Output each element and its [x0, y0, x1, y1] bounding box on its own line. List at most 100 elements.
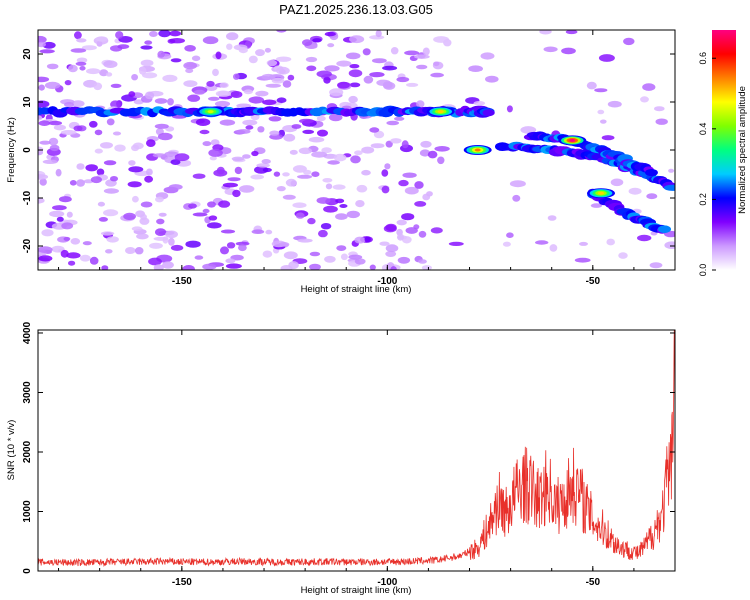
- x-tick-label: -100: [377, 577, 397, 588]
- heatmap-cell: [231, 156, 245, 161]
- heatmap-cell: [128, 160, 136, 166]
- heatmap-cell: [283, 251, 298, 260]
- heatmap-cell: [68, 64, 78, 73]
- heatmap-cell: [100, 231, 115, 236]
- heatmap-cell: [208, 215, 218, 221]
- heatmap-cell: [248, 96, 265, 104]
- heatmap-cell: [110, 83, 122, 88]
- heatmap-cell: [170, 58, 182, 63]
- heatmap-cell: [155, 228, 167, 237]
- heatmap-cell: [305, 56, 318, 63]
- y-tick-label: 1000: [22, 500, 33, 523]
- heatmap-cell: [225, 263, 242, 269]
- heatmap-cell: [183, 61, 198, 70]
- heatmap-cell: [565, 30, 578, 35]
- heatmap-cell: [70, 238, 81, 245]
- heatmap-cell: [336, 60, 352, 67]
- heatmap-cell: [297, 238, 313, 243]
- heatmap-cell: [127, 181, 142, 188]
- heatmap-cell: [606, 238, 615, 246]
- heatmap-cell: [103, 60, 118, 68]
- heatmap-cell: [637, 234, 652, 242]
- heatmap-cell: [139, 66, 147, 75]
- heatmap-cell: [202, 263, 217, 270]
- snr-x-axis-label: Height of straight line (km): [301, 585, 412, 596]
- heatmap-cell: [222, 182, 238, 188]
- heatmap-cell: [276, 186, 286, 192]
- heatmap-cell: [191, 55, 201, 62]
- heatmap-cell: [66, 252, 81, 259]
- heatmap-cell: [404, 50, 420, 56]
- heatmap-cell: [95, 36, 108, 42]
- heatmap-cell: [103, 209, 119, 217]
- heatmap-cell: [600, 119, 607, 124]
- heatmap-cell: [302, 39, 313, 46]
- heatmap-cell: [405, 227, 418, 234]
- heatmap-cell: [373, 130, 385, 139]
- heatmap-cell: [55, 168, 62, 177]
- heatmap-cell: [318, 229, 328, 238]
- heatmap-cell: [128, 91, 136, 98]
- heatmap-cell: [381, 185, 390, 194]
- heatmap-cell: [226, 43, 233, 50]
- heatmap-cell: [202, 208, 210, 214]
- x-tick-label: -50: [586, 577, 601, 588]
- heatmap-cell: [105, 249, 113, 254]
- heatmap-cell: [110, 100, 121, 109]
- heatmap-cell: [114, 144, 126, 152]
- heatmap-cell: [155, 196, 164, 203]
- heatmap-cell: [214, 100, 231, 107]
- heatmap-cell: [103, 188, 119, 194]
- heatmap-cell: [140, 201, 153, 208]
- heatmap-cell: [149, 31, 158, 37]
- heatmap-cell: [89, 120, 98, 128]
- heatmap-cell: [144, 175, 154, 183]
- heatmap-cell: [140, 213, 147, 221]
- heatmap-cell: [110, 176, 118, 182]
- heatmap-cell: [618, 252, 628, 259]
- heatmap-cell: [628, 187, 642, 195]
- heatmap-cell: [93, 82, 103, 91]
- snr-background: [38, 330, 675, 571]
- heatmap-cell: [549, 244, 558, 252]
- heatmap-cell: [76, 163, 85, 170]
- heatmap-cell: [369, 264, 376, 270]
- heatmap-cell: [216, 166, 225, 175]
- heatmap-cell: [345, 52, 361, 60]
- heatmap-cell: [433, 36, 450, 43]
- heatmap-cell: [448, 241, 464, 246]
- heatmap-cell: [236, 129, 251, 134]
- heatmap-cell: [363, 75, 374, 84]
- heatmap-cell: [346, 210, 360, 219]
- heatmap-cell: [192, 212, 208, 217]
- colorbar-label: Normalized spectral amplitude: [737, 86, 748, 214]
- heatmap-cell: [115, 31, 124, 39]
- figure-title: PAZ1.2025.236.13.03.G05: [279, 2, 433, 17]
- heatmap-cell: [85, 164, 98, 172]
- heatmap-cell: [386, 120, 400, 126]
- heatmap-ridge-cell: [482, 109, 495, 117]
- heatmap-cell: [94, 148, 103, 154]
- x-tick-label: -150: [172, 577, 192, 588]
- heatmap-cell: [610, 178, 624, 187]
- heatmap-cell: [218, 200, 231, 208]
- heatmap-cell: [89, 256, 99, 265]
- heatmap-cell: [256, 163, 270, 168]
- heatmap-cell: [219, 82, 229, 88]
- heatmap-cell: [586, 81, 597, 90]
- heatmap-cell: [646, 193, 658, 200]
- heatmap-cell: [322, 178, 333, 183]
- heatmap-cell: [302, 129, 315, 134]
- heatmap-cell: [136, 233, 149, 240]
- heatmap-cell: [251, 150, 259, 157]
- heatmap-cell: [212, 68, 219, 77]
- heatmap-cell: [598, 54, 615, 62]
- heatmap-cell: [285, 178, 297, 187]
- heatmap-cell: [195, 118, 211, 126]
- heatmap-cell: [106, 236, 119, 243]
- heatmap-cell: [235, 241, 250, 246]
- heatmap-cell: [188, 203, 197, 209]
- heatmap-cell: [145, 91, 155, 100]
- heatmap-cell: [324, 31, 336, 37]
- heatmap-cell: [157, 132, 173, 141]
